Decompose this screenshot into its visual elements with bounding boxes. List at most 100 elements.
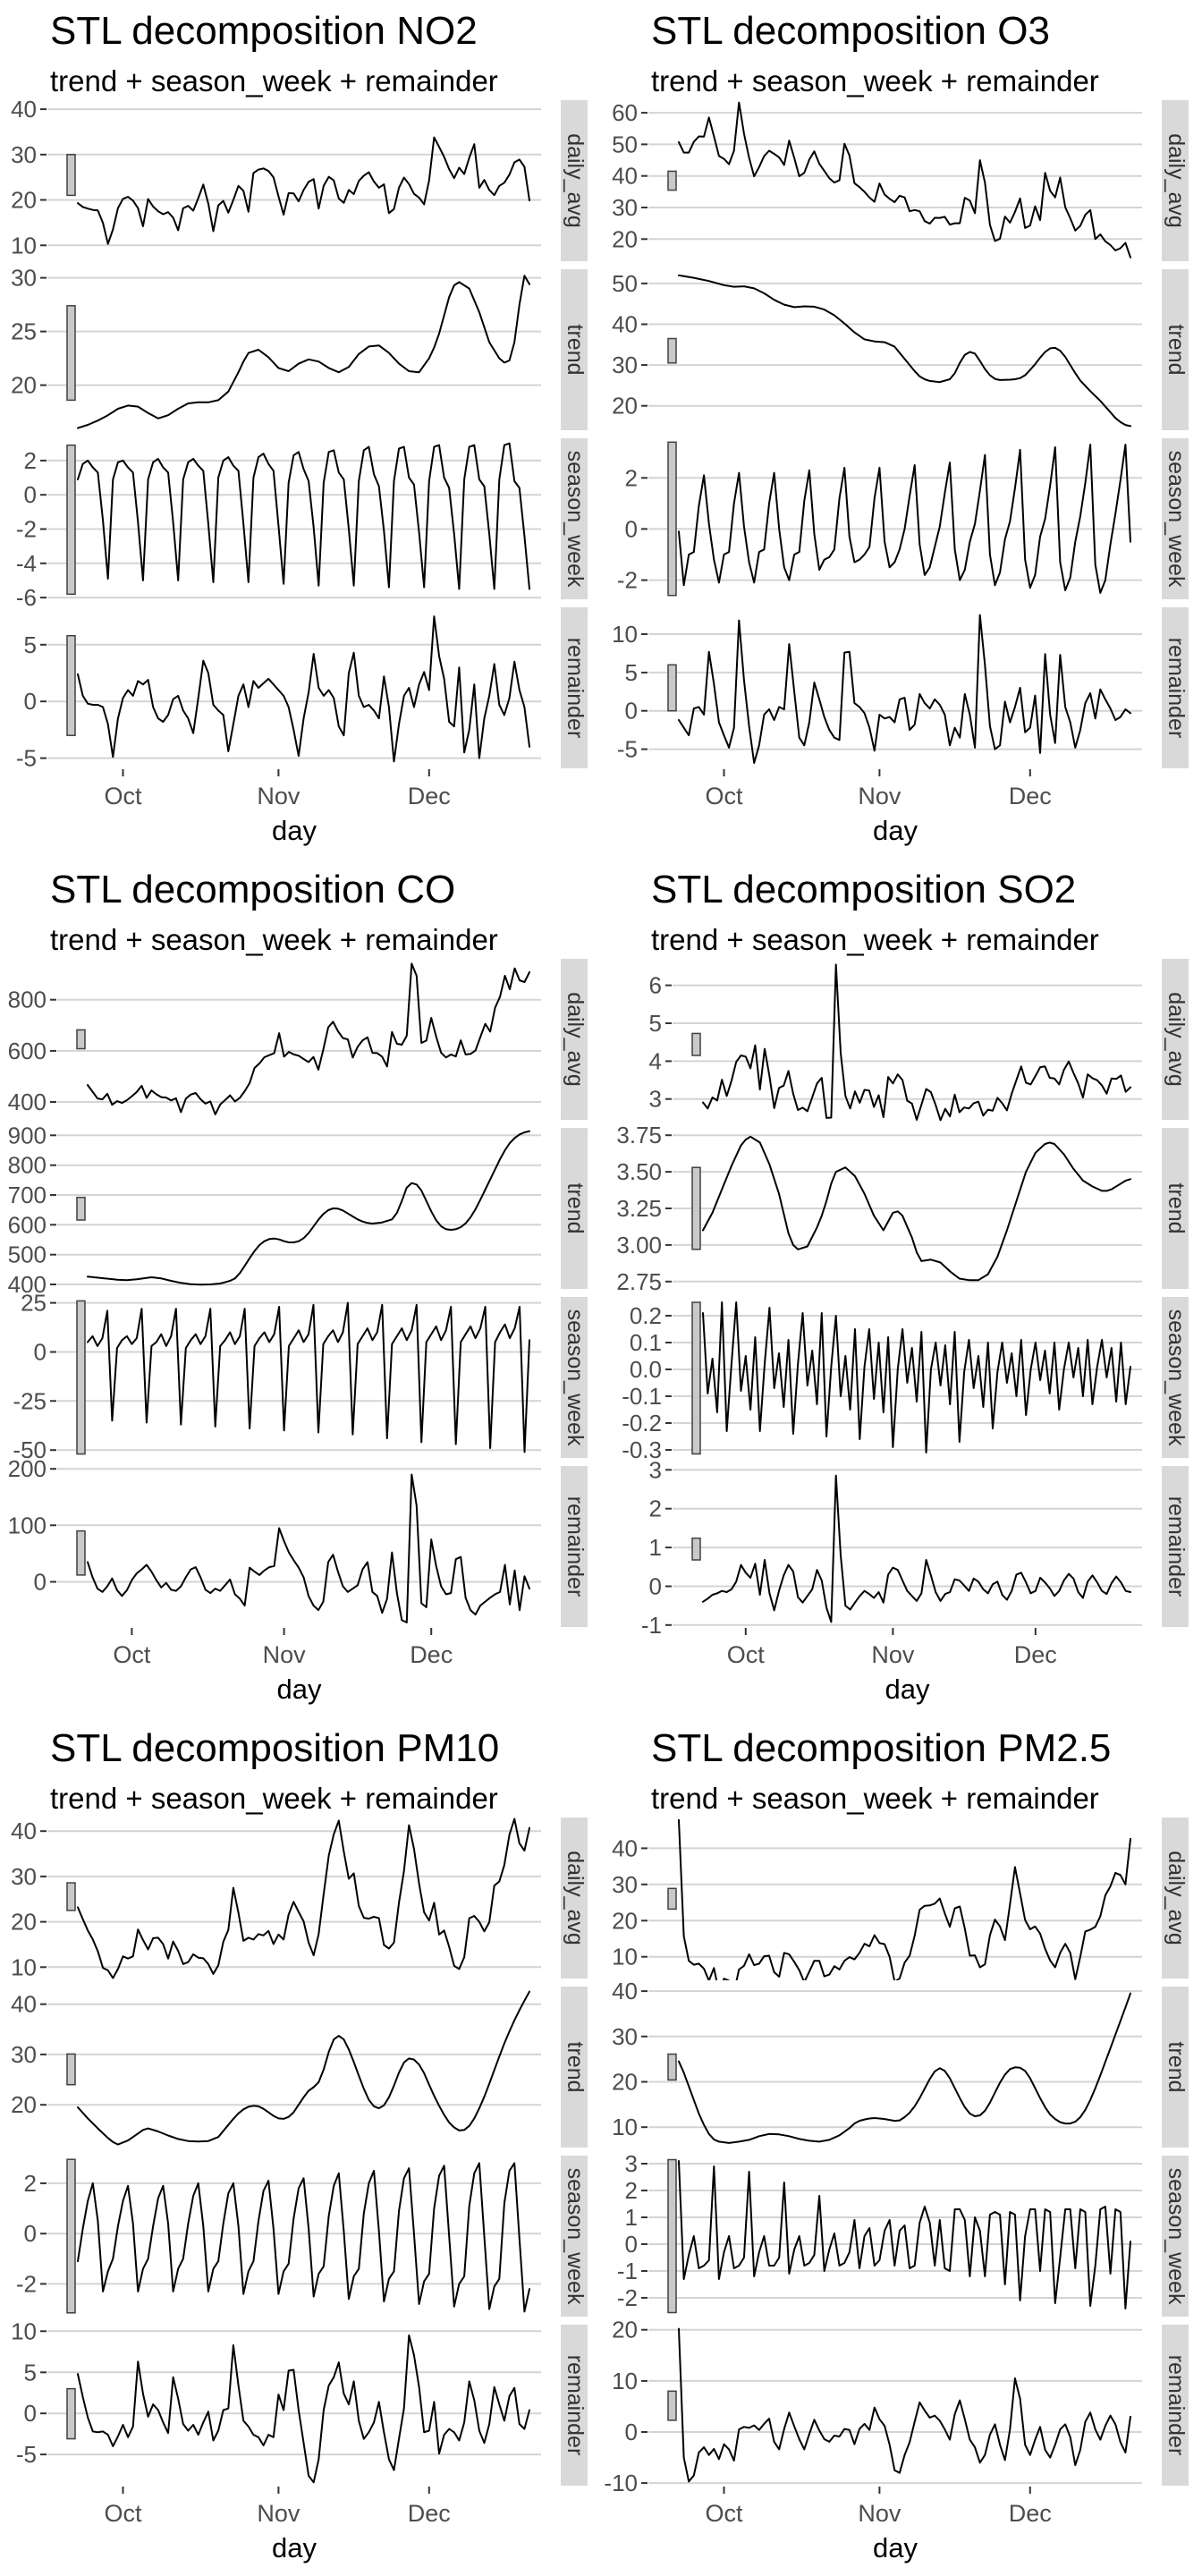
x-tick-label: Nov bbox=[858, 783, 902, 809]
y-tick-label: 400 bbox=[8, 1089, 47, 1115]
strip-label-daily_avg: daily_avg bbox=[563, 992, 588, 1087]
panel-season_week: -50 -25 0 25 season_week bbox=[13, 1290, 588, 1463]
strip-season_week bbox=[561, 438, 588, 599]
y-tick-label: 0.2 bbox=[630, 1302, 662, 1329]
y-tick-label: 20 bbox=[612, 2069, 638, 2096]
panel-season_week: -6 -4 -2 0 2 season_week bbox=[16, 438, 588, 611]
series-line-trend bbox=[678, 274, 1131, 428]
scale-bar bbox=[76, 1530, 86, 1576]
x-tick-label: Oct bbox=[113, 1641, 151, 1668]
strip-label-daily_avg: daily_avg bbox=[563, 1851, 588, 1945]
strip-remainder bbox=[1162, 1466, 1189, 1627]
panel-remainder: 0 100 200 remainder bbox=[8, 1455, 588, 1627]
strip-season_week bbox=[1162, 2156, 1189, 2317]
y-tick-label: 0 bbox=[24, 2220, 37, 2247]
strip-label-remainder: remainder bbox=[563, 638, 588, 739]
x-axis: Oct Nov Dec day bbox=[104, 769, 451, 846]
scale-bar bbox=[667, 2053, 677, 2081]
x-tick-label: Nov bbox=[257, 2500, 300, 2527]
y-tick-label: 10 bbox=[11, 232, 37, 258]
series-line-daily_avg bbox=[77, 136, 530, 245]
y-tick-label: 2 bbox=[625, 2177, 638, 2204]
chart-title: STL decomposition NO2 bbox=[50, 9, 478, 53]
strip-season_week bbox=[1162, 1297, 1189, 1458]
strip-label-trend: trend bbox=[1164, 1183, 1189, 1234]
series-line-trend bbox=[77, 1990, 530, 2146]
strip-season_week bbox=[561, 1297, 588, 1458]
y-tick-label: 3.00 bbox=[616, 1232, 662, 1258]
strip-daily_avg bbox=[1162, 959, 1189, 1120]
y-tick-label: 10 bbox=[11, 2318, 37, 2344]
x-axis-title: day bbox=[873, 815, 918, 846]
y-tick-label: 10 bbox=[612, 2114, 638, 2140]
series-line-daily_avg bbox=[702, 963, 1131, 1122]
strip-label-season_week: season_week bbox=[1164, 451, 1189, 588]
y-tick-label: 20 bbox=[612, 225, 638, 252]
scale-bar bbox=[691, 1537, 701, 1561]
y-tick-label: 50 bbox=[612, 270, 638, 297]
series-line-remainder bbox=[678, 2327, 1131, 2483]
x-tick-label: Dec bbox=[1009, 783, 1052, 809]
panel-trend: 400 500 600 700 800 900 trend bbox=[8, 1122, 588, 1298]
y-tick-label: -5 bbox=[16, 745, 37, 772]
y-tick-label: 20 bbox=[11, 1909, 37, 1936]
scale-bar bbox=[691, 1032, 701, 1056]
y-tick-label: 800 bbox=[8, 987, 47, 1013]
x-tick-label: Oct bbox=[705, 2500, 743, 2527]
y-tick-label: 30 bbox=[612, 2023, 638, 2050]
panel-remainder: -1 0 1 2 3 remainder bbox=[641, 1456, 1189, 1639]
y-tick-label: 4 bbox=[649, 1047, 662, 1074]
y-tick-label: -0.3 bbox=[622, 1436, 662, 1463]
y-tick-label: -10 bbox=[604, 2470, 638, 2496]
x-axis-title: day bbox=[272, 2532, 317, 2563]
y-tick-label: -1 bbox=[641, 1612, 662, 1639]
strip-label-remainder: remainder bbox=[1164, 2355, 1189, 2456]
strip-remainder bbox=[1162, 607, 1189, 768]
y-tick-label: 400 bbox=[8, 1271, 47, 1298]
y-tick-label: 3.25 bbox=[616, 1195, 662, 1222]
y-tick-label: -2 bbox=[16, 516, 37, 543]
strip-daily_avg bbox=[1162, 100, 1189, 261]
y-tick-label: -5 bbox=[16, 2441, 37, 2468]
panel-remainder: -5 0 5 remainder bbox=[16, 607, 588, 772]
y-tick-label: 3 bbox=[625, 2150, 638, 2177]
strip-label-remainder: remainder bbox=[563, 2355, 588, 2456]
y-tick-label: 500 bbox=[8, 1241, 47, 1268]
chart-title: STL decomposition CO bbox=[50, 868, 456, 911]
y-tick-label: 20 bbox=[612, 2317, 638, 2343]
panel-remainder: -5 0 5 10 remainder bbox=[11, 2318, 588, 2486]
chart-subtitle: trend + season_week + remainder bbox=[651, 64, 1099, 97]
y-tick-label: 3 bbox=[649, 1456, 662, 1483]
strip-remainder bbox=[561, 2325, 588, 2486]
strip-label-season_week: season_week bbox=[1164, 1309, 1189, 1446]
chart-title: STL decomposition PM10 bbox=[50, 1726, 500, 1770]
y-tick-label: 40 bbox=[612, 163, 638, 190]
strip-trend bbox=[1162, 1128, 1189, 1289]
series-line-season_week bbox=[702, 1301, 1131, 1453]
scale-bar bbox=[66, 2387, 76, 2440]
y-tick-label: 3 bbox=[649, 1086, 662, 1113]
scale-bar bbox=[667, 1887, 677, 1911]
series-line-daily_avg bbox=[678, 101, 1131, 258]
scale-bar bbox=[76, 1196, 86, 1221]
series-line-remainder bbox=[702, 1474, 1131, 1623]
y-tick-label: -2 bbox=[617, 2284, 638, 2311]
y-tick-label: 10 bbox=[612, 621, 638, 648]
strip-label-daily_avg: daily_avg bbox=[563, 133, 588, 228]
y-tick-label: 40 bbox=[11, 1818, 37, 1844]
strip-label-season_week: season_week bbox=[563, 2168, 588, 2305]
panel-daily_avg: 400 600 800 daily_avg bbox=[8, 959, 588, 1120]
panel-season_week: -2 0 2 season_week bbox=[617, 438, 1189, 599]
panel-daily_avg: 10 20 30 40 daily_avg bbox=[11, 96, 588, 261]
y-tick-label: -2 bbox=[16, 2270, 37, 2297]
scale-bar bbox=[667, 337, 677, 364]
y-tick-label: 0.1 bbox=[630, 1329, 662, 1356]
y-tick-label: 800 bbox=[8, 1152, 47, 1179]
panel-trend: 10 20 30 40 trend bbox=[612, 1978, 1189, 2148]
chart-title: STL decomposition PM2.5 bbox=[651, 1726, 1112, 1770]
y-tick-label: 25 bbox=[21, 1290, 47, 1317]
series-line-season_week bbox=[77, 442, 530, 590]
strip-label-trend: trend bbox=[563, 325, 588, 376]
y-tick-label: 3.75 bbox=[616, 1122, 662, 1148]
panel-season_week: -2 0 2 season_week bbox=[16, 2156, 588, 2317]
